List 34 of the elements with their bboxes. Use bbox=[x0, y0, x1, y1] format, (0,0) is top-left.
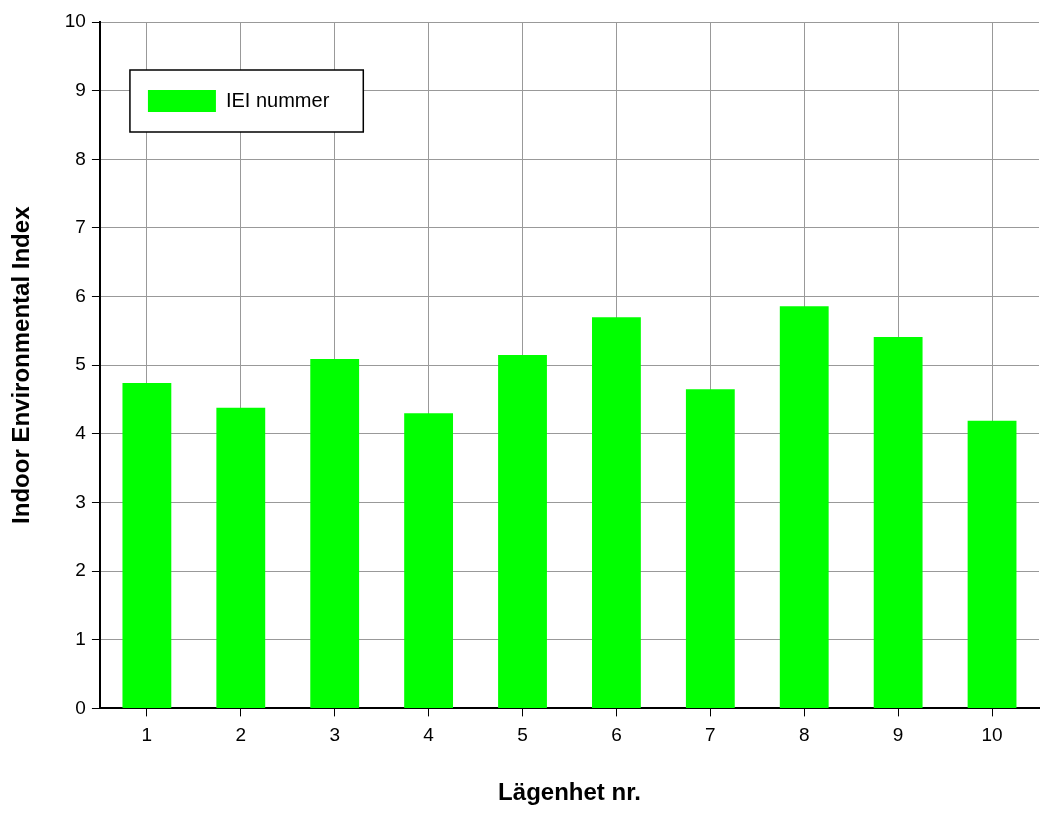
x-tick-label: 2 bbox=[235, 724, 247, 746]
bar bbox=[310, 359, 360, 708]
legend-label: IEI nummer bbox=[225, 88, 330, 111]
bar bbox=[498, 354, 547, 708]
y-tick-label: 4 bbox=[75, 422, 87, 444]
bar bbox=[592, 317, 641, 708]
x-tick-label: 6 bbox=[611, 724, 622, 746]
y-tick-label: 6 bbox=[75, 284, 86, 306]
x-tick-label: 8 bbox=[798, 724, 810, 746]
y-tick-label: 2 bbox=[75, 559, 86, 581]
y-tick-label: 5 bbox=[75, 353, 86, 375]
y-tick-label: 8 bbox=[75, 147, 86, 169]
x-tick-label: 5 bbox=[517, 724, 528, 746]
x-tick-label: 3 bbox=[329, 724, 340, 746]
y-axis-title: Indoor Environmental Index bbox=[7, 205, 35, 524]
bar bbox=[122, 383, 172, 708]
bar bbox=[873, 337, 923, 708]
y-tick-label: 7 bbox=[75, 216, 86, 238]
bar bbox=[404, 413, 454, 708]
x-tick-label: 10 bbox=[981, 724, 1003, 746]
x-tick-label: 4 bbox=[423, 724, 435, 746]
y-tick-label: 3 bbox=[75, 490, 86, 512]
bar bbox=[779, 306, 829, 708]
y-tick-label: 1 bbox=[75, 627, 86, 649]
y-tick-label: 10 bbox=[64, 10, 86, 32]
x-tick-label: 7 bbox=[705, 724, 716, 746]
x-tick-label: 1 bbox=[141, 724, 153, 746]
x-axis-title: Lägenhet nr. bbox=[498, 778, 641, 806]
bar bbox=[685, 389, 735, 708]
y-tick-label: 9 bbox=[75, 78, 86, 100]
bar bbox=[967, 420, 1017, 708]
bar bbox=[216, 407, 266, 708]
x-tick-label: 9 bbox=[892, 724, 904, 746]
y-tick-label: 0 bbox=[75, 696, 86, 718]
